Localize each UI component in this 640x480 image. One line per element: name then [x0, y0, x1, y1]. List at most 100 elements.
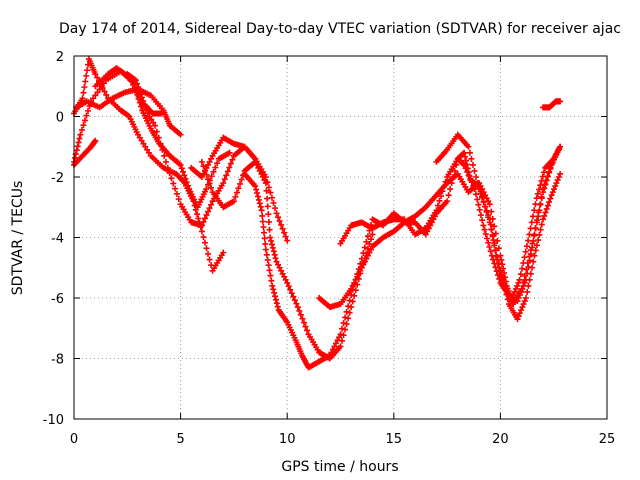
data-point [552, 183, 559, 190]
data-point [262, 246, 269, 253]
data-point [274, 303, 281, 310]
data-point [178, 165, 185, 172]
data-point [439, 188, 446, 195]
data-point [258, 170, 265, 177]
data-point [208, 201, 215, 208]
data-point [475, 201, 482, 208]
data-point [236, 180, 243, 187]
data-point [266, 226, 273, 233]
data-point [265, 211, 272, 218]
data-point [482, 192, 489, 199]
data-point [261, 229, 268, 236]
data-point [262, 180, 269, 187]
data-point [164, 164, 171, 171]
data-point [462, 165, 469, 172]
series-track-11 [337, 143, 564, 305]
data-point [514, 298, 521, 305]
data-point [366, 240, 373, 247]
data-point [523, 243, 530, 250]
data-point [369, 231, 376, 238]
data-point [433, 207, 440, 214]
data-point [265, 262, 272, 269]
data-point [254, 193, 261, 200]
data-point [326, 352, 333, 359]
data-point [192, 206, 199, 213]
data-point [436, 197, 443, 204]
data-point [536, 186, 543, 193]
data-point [223, 172, 230, 179]
x-tick-label: 10 [279, 432, 296, 447]
data-point [83, 112, 90, 119]
data-point [544, 202, 551, 209]
data-point [482, 203, 489, 210]
data-point [162, 158, 169, 165]
data-point [103, 91, 110, 98]
data-point [520, 301, 527, 308]
data-point [361, 258, 368, 265]
data-point [92, 92, 99, 99]
data-point [297, 311, 304, 318]
data-point [224, 168, 231, 175]
data-point [278, 267, 285, 274]
data-point [203, 171, 210, 178]
data-point [469, 161, 476, 168]
data-point [140, 140, 147, 147]
data-point [364, 252, 371, 259]
data-point [92, 71, 99, 78]
data-point [260, 224, 267, 231]
data-point [101, 88, 108, 95]
data-point [152, 122, 159, 129]
data-point [272, 296, 279, 303]
data-point [460, 161, 467, 168]
data-point [206, 256, 213, 263]
data-point [291, 297, 298, 304]
data-point [354, 273, 361, 280]
data-point [94, 74, 101, 81]
data-point [74, 143, 81, 150]
data-point [132, 77, 139, 84]
data-point [214, 160, 221, 167]
data-point [529, 213, 536, 220]
data-point [533, 242, 540, 249]
data-point [360, 250, 367, 257]
data-point [537, 182, 544, 189]
data-point [555, 174, 562, 180]
data-point [542, 181, 549, 188]
data-point [238, 176, 245, 183]
data-point [168, 175, 175, 182]
data-point [270, 248, 277, 255]
data-point [480, 189, 487, 196]
data-point [533, 219, 540, 226]
data-point [532, 225, 539, 232]
data-point [134, 131, 141, 138]
chart-title: Day 174 of 2014, Sidereal Day-to-day VTE… [59, 21, 621, 37]
data-point [198, 158, 205, 165]
data-point [161, 152, 168, 159]
data-point [519, 265, 526, 272]
series-track-13 [540, 98, 564, 111]
data-point [78, 126, 85, 133]
series-track-6 [124, 71, 165, 117]
data-point [265, 218, 272, 225]
data-point [331, 343, 338, 350]
x-tick-label: 0 [70, 432, 78, 447]
data-point [514, 282, 521, 289]
data-point [198, 174, 205, 180]
data-point [265, 184, 272, 191]
data-point [346, 297, 353, 304]
data-point [201, 215, 208, 222]
data-point [200, 234, 207, 241]
data-point [438, 193, 445, 200]
data-point [278, 221, 285, 228]
data-point [328, 349, 335, 356]
data-point [205, 208, 212, 215]
data-point [195, 215, 202, 222]
data-point [208, 155, 215, 162]
data-point [282, 233, 289, 240]
data-point [487, 221, 494, 228]
data-point [357, 267, 364, 274]
data-point [82, 78, 89, 85]
data-point [521, 279, 528, 286]
data-point [493, 252, 500, 259]
data-point [434, 202, 441, 209]
